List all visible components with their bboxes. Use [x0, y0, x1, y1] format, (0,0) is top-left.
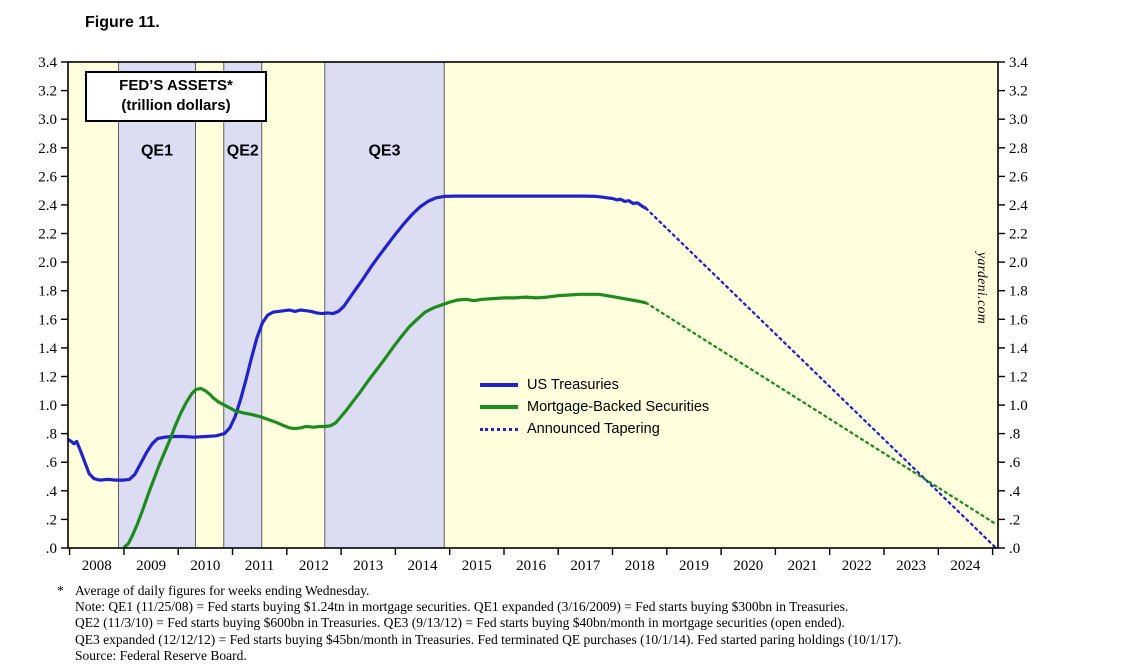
- y-tick-label-left: 1.4: [38, 341, 57, 357]
- plot-background: [68, 62, 998, 548]
- legend-item-us-treasuries: US Treasuries: [480, 374, 709, 396]
- x-year-label: 2017: [570, 558, 601, 574]
- y-tick-label-left: .4: [46, 484, 58, 500]
- y-tick-label-right: 1.8: [1009, 284, 1028, 300]
- y-tick-label-right: 2.2: [1009, 227, 1028, 243]
- x-year-label: 2010: [190, 558, 220, 574]
- x-year-label: 2009: [136, 558, 166, 574]
- legend-swatch-solid-blue: [480, 383, 518, 387]
- y-tick-label-left: 2.8: [38, 141, 57, 157]
- x-year-label: 2016: [516, 558, 547, 574]
- legend-label-us-treasuries: US Treasuries: [527, 377, 619, 393]
- x-year-label: 2021: [788, 558, 818, 574]
- chart-title-line2: (trillion dollars): [121, 97, 231, 114]
- y-tick-label-right: 3.2: [1009, 84, 1028, 100]
- x-year-label: 2018: [625, 558, 655, 574]
- qe-band-qe2: [223, 61, 263, 549]
- x-year-label: 2014: [408, 558, 439, 574]
- qe-band-label-qe2: QE2: [227, 143, 259, 160]
- footnote-text: Average of daily figures for weeks endin…: [75, 583, 370, 598]
- y-tick-label-right: 2.0: [1009, 255, 1028, 271]
- y-tick-label-left: .2: [46, 512, 57, 528]
- y-tick-label-right: .4: [1009, 484, 1021, 500]
- y-tick-label-right: .0: [1009, 541, 1020, 557]
- x-year-label: 2019: [679, 558, 709, 574]
- y-tick-label-right: 2.6: [1009, 169, 1028, 185]
- chart-svg: .0 .0 .2 .2 .4 .4 .6 .6 .8 .8 1.0 1.0 1.2 1.2 1.4 1.4 1.…: [38, 55, 1028, 574]
- y-tick-label-left: 1.2: [38, 370, 57, 386]
- y-tick-label-left: 1.0: [38, 398, 57, 414]
- x-year-label: 2012: [299, 558, 329, 574]
- y-tick-label-left: 2.4: [38, 198, 57, 214]
- x-year-label: 2013: [353, 558, 383, 574]
- footnote-marker: *: [57, 583, 64, 598]
- y-tick-label-right: 1.2: [1009, 370, 1028, 386]
- y-tick-label-left: 2.6: [38, 169, 57, 185]
- footnote-line: * Average of daily figures for weeks end…: [57, 583, 1057, 599]
- footnote-line: QE3 expanded (12/12/12) = Fed starts buy…: [75, 631, 902, 647]
- y-tick-label-left: 2.2: [38, 227, 57, 243]
- legend-swatch-solid-green: [480, 405, 518, 409]
- y-tick-label-right: .6: [1009, 455, 1021, 471]
- y-tick-label-right: 1.6: [1009, 312, 1028, 328]
- watermark-yardeni: yardeni.com: [975, 252, 990, 325]
- y-tick-label-right: 3.4: [1009, 55, 1028, 71]
- y-tick-label-left: .8: [46, 427, 57, 443]
- series-treasuries-tapering: [645, 207, 997, 549]
- x-year-label: 2020: [733, 558, 763, 574]
- x-year-label: 2008: [82, 558, 112, 574]
- chart-title-line1: FED’S ASSETS*: [119, 77, 233, 94]
- y-tick-label-left: 3.4: [38, 55, 57, 71]
- y-tick-label-left: 1.8: [38, 284, 57, 300]
- figure-label: Figure 11.: [85, 14, 160, 31]
- y-tick-label-right: .2: [1009, 512, 1020, 528]
- legend-label-announced-tapering: Announced Tapering: [527, 421, 660, 437]
- y-tick-label-right: 3.0: [1009, 112, 1028, 128]
- y-tick-label-right: 2.8: [1009, 141, 1028, 157]
- y-tick-label-right: 1.4: [1009, 341, 1028, 357]
- y-tick-label-left: 3.0: [38, 112, 57, 128]
- chart-area: .0 .0 .2 .2 .4 .4 .6 .6 .8 .8 1.0 1.0 1.2 1.2 1.4 1.4 1.…: [38, 55, 1028, 574]
- y-tick-label-left: 3.2: [38, 84, 57, 100]
- footnote-line: QE2 (11/3/10) = Fed starts buying $600bn…: [75, 615, 845, 631]
- y-tick-label-left: 2.0: [38, 255, 57, 271]
- qe-band-label-qe3: QE3: [368, 143, 400, 160]
- x-year-label: 2023: [896, 558, 926, 574]
- footnote-source: Source: Federal Reserve Board.: [75, 647, 247, 663]
- x-year-label: 2011: [245, 558, 274, 574]
- qe-band-label-qe1: QE1: [141, 143, 173, 160]
- x-year-label: 2024: [950, 558, 981, 574]
- footnotes: * Average of daily figures for weeks end…: [57, 583, 1057, 664]
- y-tick-label-left: .0: [46, 541, 57, 557]
- footnote-line: Note: QE1 (11/25/08) = Fed starts buying…: [75, 599, 849, 615]
- y-tick-label-left: .6: [46, 455, 58, 471]
- y-tick-label-right: 1.0: [1009, 398, 1028, 414]
- legend-label-mortgage-backed-securities: Mortgage-Backed Securities: [527, 399, 710, 415]
- y-tick-label-right: .8: [1009, 427, 1020, 443]
- series-mbs-tapering: [645, 301, 997, 525]
- series-us-treasuries: [67, 194, 647, 482]
- legend: US Treasuries Mortgage-Backed Securities…: [480, 374, 709, 440]
- series-mortgage-backed-securities: [122, 292, 647, 549]
- y-tick-label-right: 2.4: [1009, 198, 1028, 214]
- legend-item-mortgage-backed-securities: Mortgage-Backed Securities: [480, 396, 709, 418]
- x-year-label: 2015: [462, 558, 492, 574]
- legend-swatch-dotted-blue: [480, 427, 518, 431]
- plot-frame: [67, 61, 999, 549]
- qe-band-qe3: [324, 61, 445, 549]
- chart-title-box: FED’S ASSETS* (trillion dollars): [85, 71, 267, 122]
- legend-item-announced-tapering: Announced Tapering: [480, 418, 709, 440]
- y-tick-label-left: 1.6: [38, 312, 57, 328]
- x-year-label: 2022: [842, 558, 872, 574]
